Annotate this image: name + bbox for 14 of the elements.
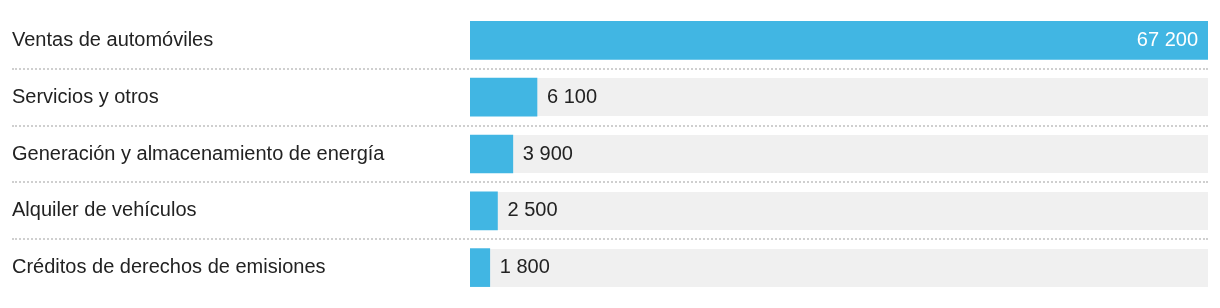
y-tick-label: Alquiler de vehículos: [12, 198, 197, 221]
bar: [470, 134, 514, 174]
data-label: 2 500: [507, 198, 558, 221]
data-label: 3 900: [522, 141, 573, 164]
y-tick-label: Créditos de derechos de emisiones: [12, 255, 326, 278]
bar: [470, 248, 491, 287]
data-label: 67 200: [1136, 27, 1198, 50]
y-tick-label: Servicios y otros: [12, 84, 159, 107]
y-tick-label: Ventas de automóviles: [12, 27, 214, 50]
y-tick-label: Generación y almacenamiento de energía: [12, 141, 386, 164]
bar: [470, 191, 498, 231]
data-label: 6 100: [546, 84, 598, 107]
bar: [470, 77, 538, 117]
data-label: 1 800: [499, 255, 550, 278]
